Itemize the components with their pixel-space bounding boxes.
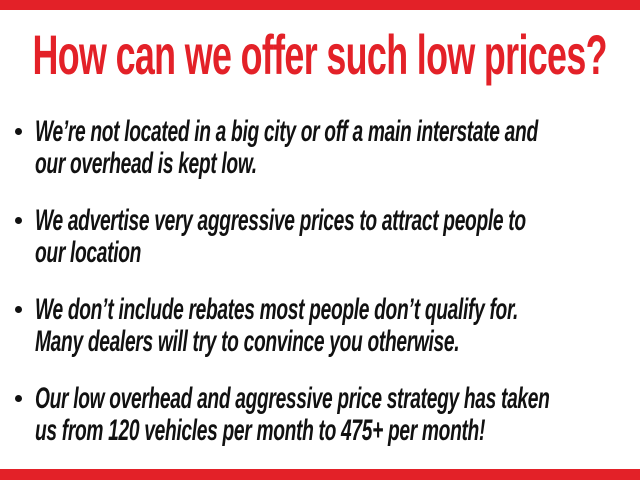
bottom-red-bar bbox=[0, 469, 640, 480]
bullet-item: We’re not located in a big city or off a… bbox=[15, 116, 640, 180]
bullet-text: We advertise very aggressive prices to a… bbox=[35, 205, 640, 269]
bullet-line: our overhead is kept low. bbox=[35, 147, 257, 180]
bullet-line: our location bbox=[35, 236, 142, 269]
bullet-line: Our low overhead and aggressive price st… bbox=[35, 382, 550, 415]
top-red-bar bbox=[0, 0, 640, 10]
bullet-list: We’re not located in a big city or off a… bbox=[15, 116, 640, 472]
bullet-item: We don’t include rebates most people don… bbox=[15, 294, 640, 358]
bullet-item: We advertise very aggressive prices to a… bbox=[15, 205, 640, 269]
bullet-line: We’re not located in a big city or off a… bbox=[35, 115, 538, 148]
bullet-text: We’re not located in a big city or off a… bbox=[35, 116, 640, 180]
bullet-marker-icon bbox=[15, 128, 22, 135]
page-title: How can we offer such low prices? bbox=[32, 23, 608, 86]
bullet-item: Our low overhead and aggressive price st… bbox=[15, 383, 640, 447]
bullet-line: us from 120 vehicles per month to 475+ p… bbox=[35, 414, 486, 447]
bullet-text: Our low overhead and aggressive price st… bbox=[35, 383, 640, 447]
bullet-text: We don’t include rebates most people don… bbox=[35, 294, 640, 358]
bullet-line: We advertise very aggressive prices to a… bbox=[35, 204, 526, 237]
bullet-line: Many dealers will try to convince you ot… bbox=[35, 325, 460, 358]
heading-row: How can we offer such low prices? bbox=[0, 24, 640, 86]
bullet-line: We don’t include rebates most people don… bbox=[35, 293, 519, 326]
bullet-marker-icon bbox=[15, 306, 22, 313]
bullet-marker-icon bbox=[15, 217, 22, 224]
bullet-marker-icon bbox=[15, 395, 22, 402]
